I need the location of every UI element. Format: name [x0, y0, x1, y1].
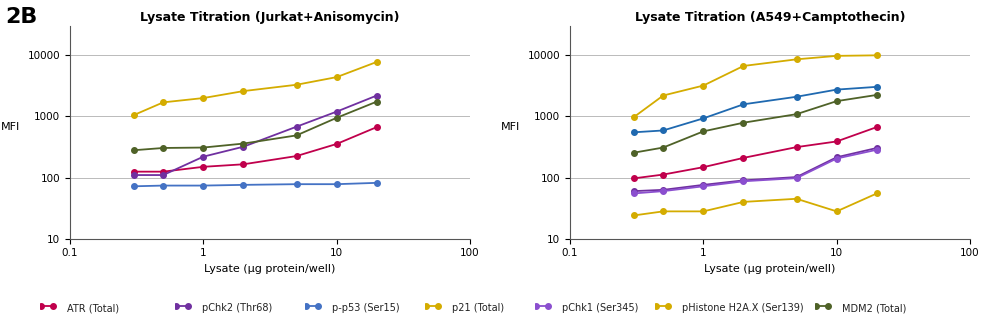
Y-axis label: MFI: MFI: [501, 122, 521, 132]
Text: 2B: 2B: [5, 7, 37, 26]
Text: MDM2 (Total): MDM2 (Total): [842, 303, 906, 313]
Text: p21 (Total): p21 (Total): [452, 303, 504, 313]
Text: p-p53 (Ser15): p-p53 (Ser15): [332, 303, 400, 313]
Title: Lysate Titration (A549+Camptothecin): Lysate Titration (A549+Camptothecin): [635, 10, 905, 24]
X-axis label: Lysate (µg protein/well): Lysate (µg protein/well): [204, 264, 336, 274]
Text: ATR (Total): ATR (Total): [67, 303, 119, 313]
Text: pHistone H2A.X (Ser139): pHistone H2A.X (Ser139): [682, 303, 804, 313]
X-axis label: Lysate (µg protein/well): Lysate (µg protein/well): [704, 264, 836, 274]
Text: pChk1 (Ser345): pChk1 (Ser345): [562, 303, 638, 313]
Text: pChk2 (Thr68): pChk2 (Thr68): [202, 303, 272, 313]
Y-axis label: MFI: MFI: [1, 122, 21, 132]
Title: Lysate Titration (Jurkat+Anisomycin): Lysate Titration (Jurkat+Anisomycin): [140, 10, 400, 24]
